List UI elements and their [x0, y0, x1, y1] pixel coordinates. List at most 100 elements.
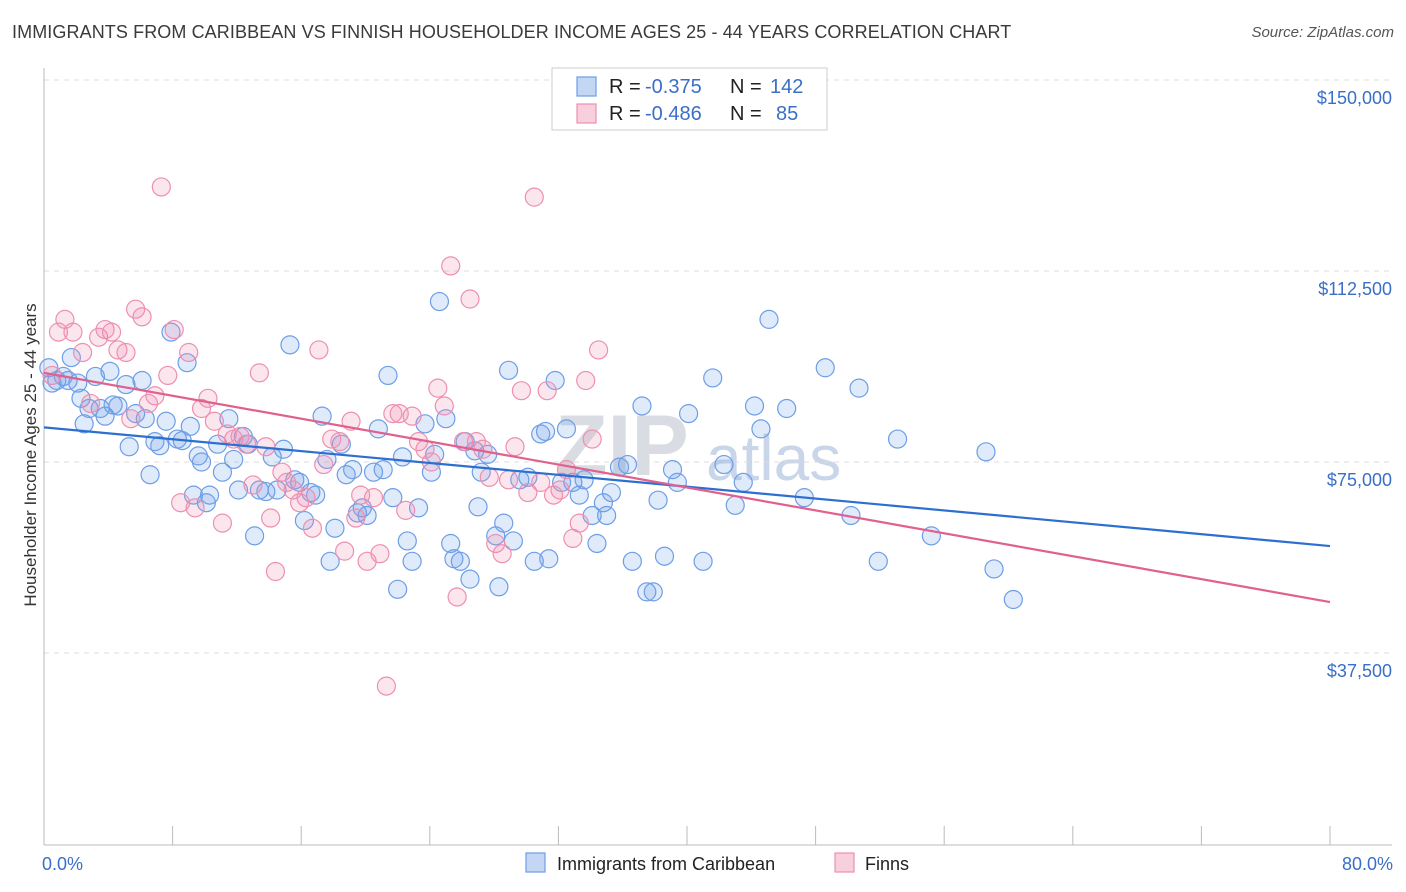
caribbean-point-117 [654, 546, 675, 566]
legend-n-value-2: 85 [776, 103, 798, 125]
caribbean-point-108 [597, 505, 617, 526]
finns-point-8 [101, 322, 122, 342]
finns-point-22 [191, 398, 212, 419]
finns-point-68 [479, 467, 499, 487]
finns-point-41 [309, 340, 329, 360]
caribbean-point-23 [150, 436, 170, 456]
caribbean-point-114 [637, 582, 657, 602]
caribbean-point-69 [388, 579, 408, 599]
top-legend: R = -0.375 N = 142 R = -0.486 N = 85 [551, 67, 828, 131]
finns-point-82 [569, 513, 589, 533]
finns-point-62 [441, 256, 461, 276]
caribbean-point-29 [180, 416, 200, 436]
caribbean-point-20 [135, 409, 155, 429]
finns-point-13 [132, 307, 152, 327]
finns-point-70 [492, 544, 512, 564]
y-tick-label-3: $150,000 [1317, 88, 1392, 108]
axes [43, 68, 1392, 846]
finns-point-78 [543, 485, 564, 505]
caribbean-point-13 [100, 361, 120, 381]
finns-point-47 [346, 508, 366, 528]
caribbean-point-122 [703, 368, 723, 388]
finns-point-72 [505, 437, 525, 457]
finns-point-65 [460, 289, 480, 309]
caribbean-point-118 [662, 460, 683, 480]
finns-point-18 [164, 319, 184, 340]
caribbean-point-90 [494, 513, 514, 533]
caribbean-point-129 [777, 398, 797, 419]
caribbean-point-77 [429, 291, 450, 312]
caribbean-point-125 [733, 472, 753, 492]
caribbean-point-120 [679, 404, 699, 424]
legend-r-label-2: R = [609, 103, 641, 125]
finns-point-74 [518, 482, 538, 503]
caribbean-point-101 [556, 419, 577, 439]
caribbean-point-83 [460, 569, 480, 589]
finns-point-17 [158, 365, 178, 386]
finns-point-83 [576, 370, 596, 391]
finns-point-15 [145, 386, 165, 406]
caribbean-point-104 [574, 470, 594, 490]
finns-point-85 [588, 340, 609, 360]
finns-point-42 [314, 454, 334, 475]
finns-point-55 [396, 500, 416, 520]
caribbean-point-71 [397, 531, 417, 551]
source-label: Source: ZipAtlas.com [1251, 24, 1394, 41]
legend-swatch-blue [576, 76, 597, 97]
finns-point-30 [243, 475, 263, 495]
x-tick-label-1: 80.0% [1342, 854, 1393, 874]
caribbean-point-5 [61, 347, 81, 368]
finns-point-31 [249, 363, 270, 383]
caribbean-point-126 [744, 396, 765, 416]
finns-point-3 [63, 322, 83, 342]
caribbean-point-98 [539, 549, 559, 569]
finns-point-23 [198, 388, 218, 408]
caribbean-point-123 [714, 454, 734, 475]
finns-point-51 [370, 544, 390, 564]
finns-point-21 [185, 498, 205, 518]
finns-point-34 [265, 561, 286, 582]
bottom-legend: Immigrants from Caribbean Finns [525, 852, 909, 874]
caribbean-point-48 [280, 335, 300, 355]
caribbean-point-21 [140, 465, 160, 485]
caribbean-point-17 [119, 437, 139, 457]
finns-point-50 [363, 488, 384, 508]
legend-r-value-1: -0.375 [645, 76, 702, 98]
caribbean-point-109 [601, 482, 622, 503]
caribbean-point-139 [1003, 589, 1023, 610]
tick-labels: $37,500 $75,000 $112,500 $150,000 0.0% 80.0% [42, 88, 1393, 874]
caribbean-point-59 [336, 465, 356, 485]
bottom-legend-caribbean: Immigrants from Caribbean [557, 854, 775, 874]
finns-point-14 [138, 393, 159, 414]
caribbean-point-103 [569, 485, 589, 505]
finns-point-45 [335, 541, 355, 561]
finns-point-63 [447, 587, 467, 607]
finns-point-12 [126, 299, 146, 319]
caribbean-point-89 [489, 577, 509, 597]
finns-point-10 [116, 342, 136, 363]
finns-point-79 [550, 480, 570, 500]
chart-title: IMMIGRANTS FROM CARIBBEAN VS FINNISH HOU… [12, 22, 1012, 42]
finns-point-56 [402, 406, 422, 426]
caribbean-point-56 [320, 551, 340, 571]
finns-point-16 [151, 177, 171, 197]
finns-point-20 [179, 342, 199, 363]
caribbean-point-39 [228, 480, 249, 500]
finns-point-60 [428, 378, 448, 398]
finns-point-73 [511, 381, 532, 401]
legend-n-label-1: N = [730, 76, 762, 98]
caribbean-point-51 [294, 510, 315, 531]
trend-lines [43, 371, 1331, 604]
finns-point-75 [524, 187, 544, 207]
finns-point-19 [171, 493, 191, 513]
caribbean-point-131 [815, 358, 835, 378]
watermark-zip: ZIP [555, 398, 689, 494]
legend-r-value-2: -0.486 [645, 103, 702, 125]
caribbean-point-12 [95, 406, 115, 426]
series-finns-points [42, 177, 609, 696]
finns-point-53 [383, 404, 403, 424]
caribbean-point-57 [325, 518, 345, 538]
finns-point-25 [212, 513, 233, 533]
caribbean-point-106 [587, 533, 607, 554]
caribbean-point-60 [343, 460, 363, 480]
